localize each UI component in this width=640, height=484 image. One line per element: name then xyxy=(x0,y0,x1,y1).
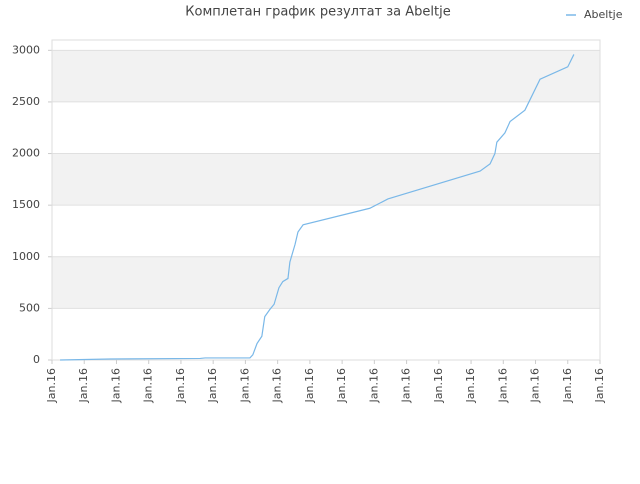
x-tick-label: Jan.16 xyxy=(464,368,477,403)
y-tick-label: 500 xyxy=(19,301,40,314)
x-tick-label: Jan.16 xyxy=(335,368,348,403)
x-tick-label: Jan.16 xyxy=(529,368,542,403)
x-tick-label: Jan.16 xyxy=(367,368,380,403)
x-tick-label: Jan.16 xyxy=(496,368,509,403)
y-tick-label: 3000 xyxy=(12,43,40,56)
grid-band xyxy=(52,153,600,206)
x-tick-label: Jan.16 xyxy=(45,368,58,403)
x-tick-label: Jan.16 xyxy=(271,368,284,403)
data-line xyxy=(60,54,575,361)
x-tick-label: Jan.16 xyxy=(400,368,413,403)
x-tick-label: Jan.16 xyxy=(206,368,219,403)
grid-band xyxy=(52,256,600,309)
chart-title: Комплетан график резултат за Abeltje xyxy=(185,5,450,20)
legend-label: Abeltje xyxy=(584,8,623,21)
y-tick-label: 2500 xyxy=(12,95,40,108)
y-tick-label: 1500 xyxy=(12,198,40,211)
x-tick-label: Jan.16 xyxy=(142,368,155,403)
grid-band xyxy=(52,50,600,102)
x-tick-label: Jan.16 xyxy=(109,368,122,403)
plot-frame xyxy=(51,39,601,361)
x-tick-label: Jan.16 xyxy=(77,368,90,403)
x-tick-label: Jan.16 xyxy=(174,368,187,403)
x-tick-label: Jan.16 xyxy=(303,368,316,403)
y-tick-label: 0 xyxy=(33,353,40,366)
y-tick-label: 1000 xyxy=(12,250,40,263)
x-tick-label: Jan.16 xyxy=(432,368,445,403)
x-tick-label: Jan.16 xyxy=(561,368,574,403)
y-tick-label: 2000 xyxy=(12,147,40,160)
x-tick-label: Jan.16 xyxy=(593,368,606,403)
x-tick-label: Jan.16 xyxy=(238,368,251,403)
